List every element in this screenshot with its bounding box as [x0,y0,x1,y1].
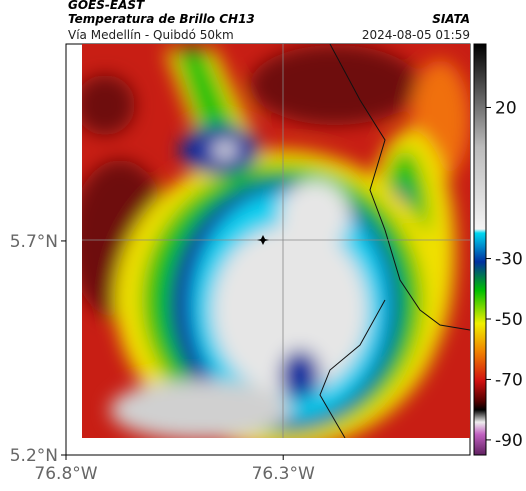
location-marker [257,235,269,245]
colorbar-tick-label: -30 [495,250,523,270]
x-tick-label: 76.8°W [34,464,97,484]
colorbar-tick-label: -70 [495,370,523,390]
y-tick-label: 5.7°N [10,232,58,252]
border [319,44,470,438]
x-tick-label: 76.3°W [252,464,315,484]
y-tick-label: 5.2°N [10,446,58,466]
subtitle: Vía Medellín - Quibdó 50km [68,28,234,42]
title: Temperatura de Brillo CH13 [68,12,255,26]
satellite-image [82,44,470,438]
colorbar [473,43,487,456]
colorbar-tick-label: -90 [495,431,523,451]
agency: SIATA [432,12,470,26]
source: GOES-EAST [68,0,145,12]
colorbar-tick-label: 20 [495,98,517,118]
timestamp: 2024-08-05 01:59 [362,28,470,42]
colorbar-tick-label: -50 [495,310,523,330]
